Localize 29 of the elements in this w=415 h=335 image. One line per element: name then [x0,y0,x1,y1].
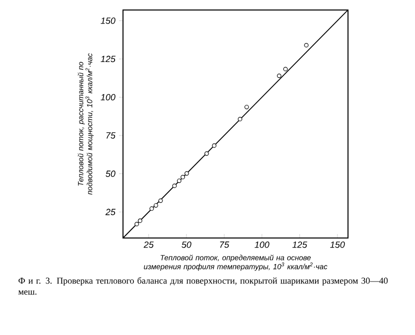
point [154,203,158,208]
y-tick-label: 25 [105,208,116,216]
point [238,116,242,122]
point [244,104,249,110]
text: Ф и г. 3. Проверка теплового баланса для поверхности, покрытой шариками размером 30—40 меш. [18,277,388,295]
point [184,171,189,176]
point [283,66,288,72]
point [276,74,282,78]
point [176,178,182,183]
x-tick-label: 50 [182,242,192,248]
point [304,43,309,48]
y-tick-label: 50 [106,170,116,177]
x-tick-label: 100 [254,242,270,248]
point [134,222,139,226]
x-tick-label: 125 [292,242,308,248]
x-tick-label: 150 [330,242,345,248]
y-tick-label: 150 [100,18,116,24]
y-tick-label: 100 [100,94,116,100]
point [180,174,185,180]
x-tick-label: 75 [220,242,230,248]
x-tick-label: 25 [144,242,154,248]
y-tick-label: 125 [100,56,116,62]
point [172,184,177,188]
point [158,198,163,203]
y-tick-label: 75 [106,132,116,139]
point [212,143,216,148]
point [138,218,142,223]
point [150,206,154,211]
point [204,151,209,156]
